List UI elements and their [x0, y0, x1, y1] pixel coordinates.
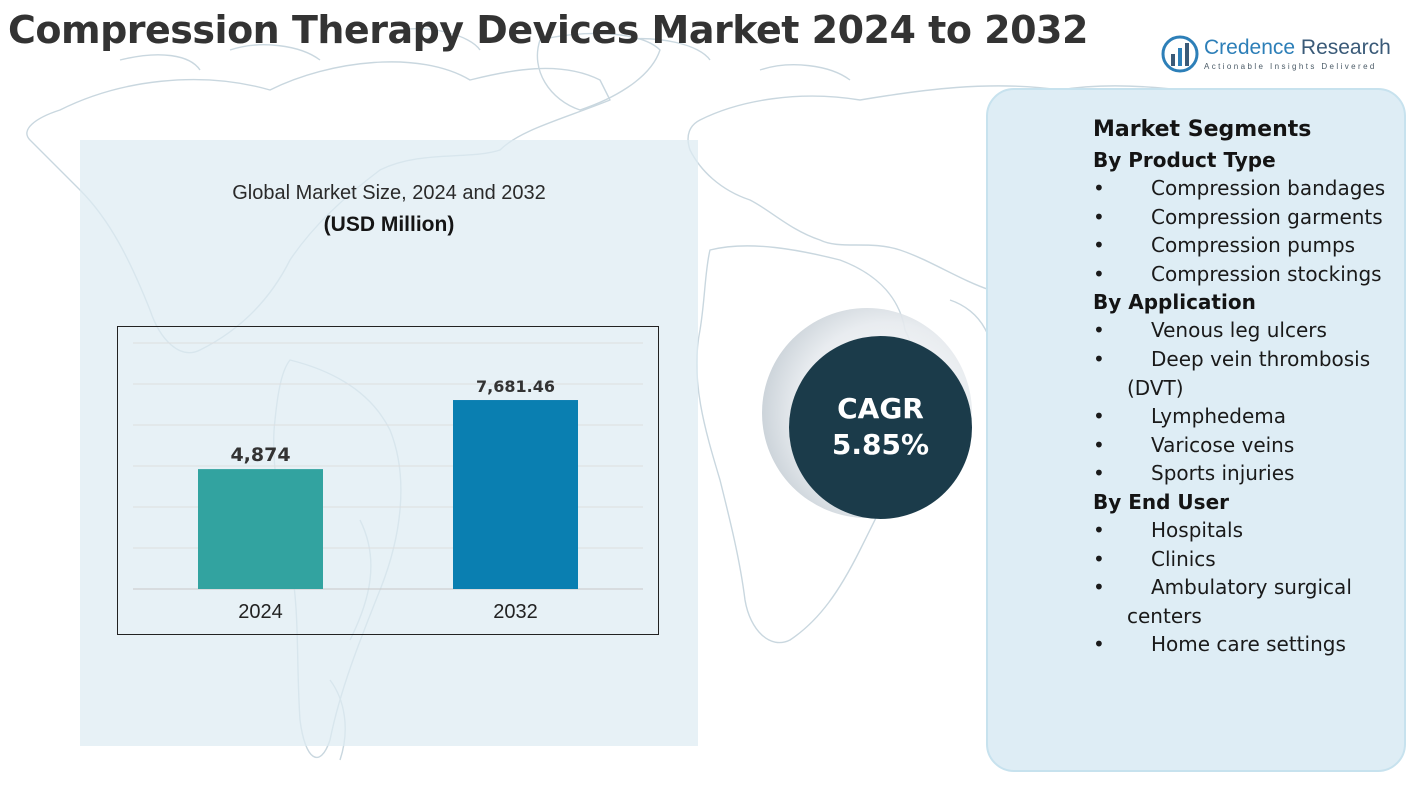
segment-item: • Compression pumps: [1093, 231, 1393, 260]
segment-item: • Compression stockings: [1093, 260, 1393, 289]
logo-name: Credence Research: [1204, 36, 1391, 60]
segments-title: Market Segments: [1093, 117, 1312, 142]
market-segments-list: Market Segments By Product Type • Compress…: [1093, 114, 1393, 659]
segment-item-label: Venous leg ulcers: [1151, 318, 1327, 343]
segment-item: • Varicose veins: [1093, 431, 1393, 460]
segment-item-label: Ambulatory surgical centers: [1127, 575, 1352, 628]
bullet-icon: •: [1093, 432, 1105, 457]
market-segments-panel: [986, 88, 1406, 772]
bullet-icon: •: [1093, 176, 1105, 200]
bullet-icon: •: [1093, 461, 1105, 486]
segment-item-label: Lymphedema: [1151, 404, 1287, 429]
x-tick-label: 2032: [493, 601, 538, 623]
segment-item-label: Sports injuries: [1151, 461, 1295, 486]
x-tick-label: 2024: [238, 601, 283, 623]
segment-heading: By End User: [1093, 489, 1229, 514]
credence-research-logo: Credence Research Actionable Insights De…: [1160, 34, 1400, 78]
bar-2024: [198, 469, 323, 589]
segment-item: • Ambulatory surgical centers: [1093, 573, 1393, 630]
segment-item-list: • Compression bandages • Compression garmen…: [1093, 174, 1393, 288]
segment-item-list: • Venous leg ulcers • Deep vein thrombosis …: [1093, 316, 1393, 488]
bar-chart: 4,874 2024 7,681.46 2032: [133, 342, 643, 623]
segment-heading: By Application: [1093, 290, 1256, 315]
page-title: Compression Therapy Devices Market 2024 …: [8, 8, 1088, 52]
segment-item-label: Compression garments: [1151, 204, 1383, 229]
segment-item-label: Compression bandages: [1151, 176, 1386, 200]
chart-unit: (USD Million): [323, 213, 455, 236]
bullet-icon: •: [1093, 204, 1105, 229]
bullet-icon: •: [1093, 261, 1105, 286]
segment-item-list: • Hospitals • Clinics • Ambulatory surgical c…: [1093, 516, 1393, 659]
cagr-badge: CAGR 5.85%: [789, 336, 972, 519]
segment-item-label: Compression pumps: [1151, 233, 1356, 258]
segment-item-label: Varicose veins: [1151, 432, 1295, 457]
chart-panel: [80, 140, 698, 746]
segment-item: • Sports injuries: [1093, 459, 1393, 488]
bullet-icon: •: [1093, 233, 1105, 258]
bar-2032: [453, 400, 578, 589]
logo-name-part1: Credence: [1204, 36, 1296, 59]
cagr-label: CAGR: [837, 392, 924, 425]
bullet-icon: •: [1093, 346, 1105, 371]
segment-item: • Lymphedema: [1093, 402, 1393, 431]
segment-item-label: Deep vein thrombosis (DVT): [1127, 346, 1371, 400]
bullet-icon: •: [1093, 632, 1105, 657]
cagr-value: 5.85%: [831, 428, 930, 461]
bar-value-label: 7,681.46: [476, 377, 555, 396]
segment-item: • Compression garments: [1093, 203, 1393, 232]
segment-item: • Clinics: [1093, 545, 1393, 574]
chart-caption: Global Market Size, 2024 and 2032: [232, 182, 546, 204]
segment-item: • Venous leg ulcers: [1093, 316, 1393, 345]
bullet-icon: •: [1093, 575, 1105, 600]
segment-item: • Deep vein thrombosis (DVT): [1093, 345, 1393, 402]
bullet-icon: •: [1093, 517, 1105, 542]
bar-chart-logo-icon: [1161, 35, 1199, 73]
logo-name-part2: Research: [1295, 36, 1391, 59]
bullet-icon: •: [1093, 546, 1105, 571]
segment-item: • Compression bandages: [1093, 174, 1393, 203]
segment-item: • Hospitals: [1093, 516, 1393, 545]
bar-value-label: 4,874: [230, 444, 290, 466]
bullet-icon: •: [1093, 318, 1105, 343]
segment-item-label: Clinics: [1151, 546, 1216, 571]
logo-tagline: Actionable Insights Delivered: [1204, 62, 1377, 71]
segment-item-label: Home care settings: [1151, 632, 1346, 657]
bullet-icon: •: [1093, 404, 1105, 429]
segment-item-label: Compression stockings: [1151, 261, 1382, 286]
segment-heading: By Product Type: [1093, 148, 1276, 172]
segment-item-label: Hospitals: [1151, 517, 1244, 542]
segment-item: • Home care settings: [1093, 630, 1393, 659]
chart-frame: [117, 326, 659, 635]
